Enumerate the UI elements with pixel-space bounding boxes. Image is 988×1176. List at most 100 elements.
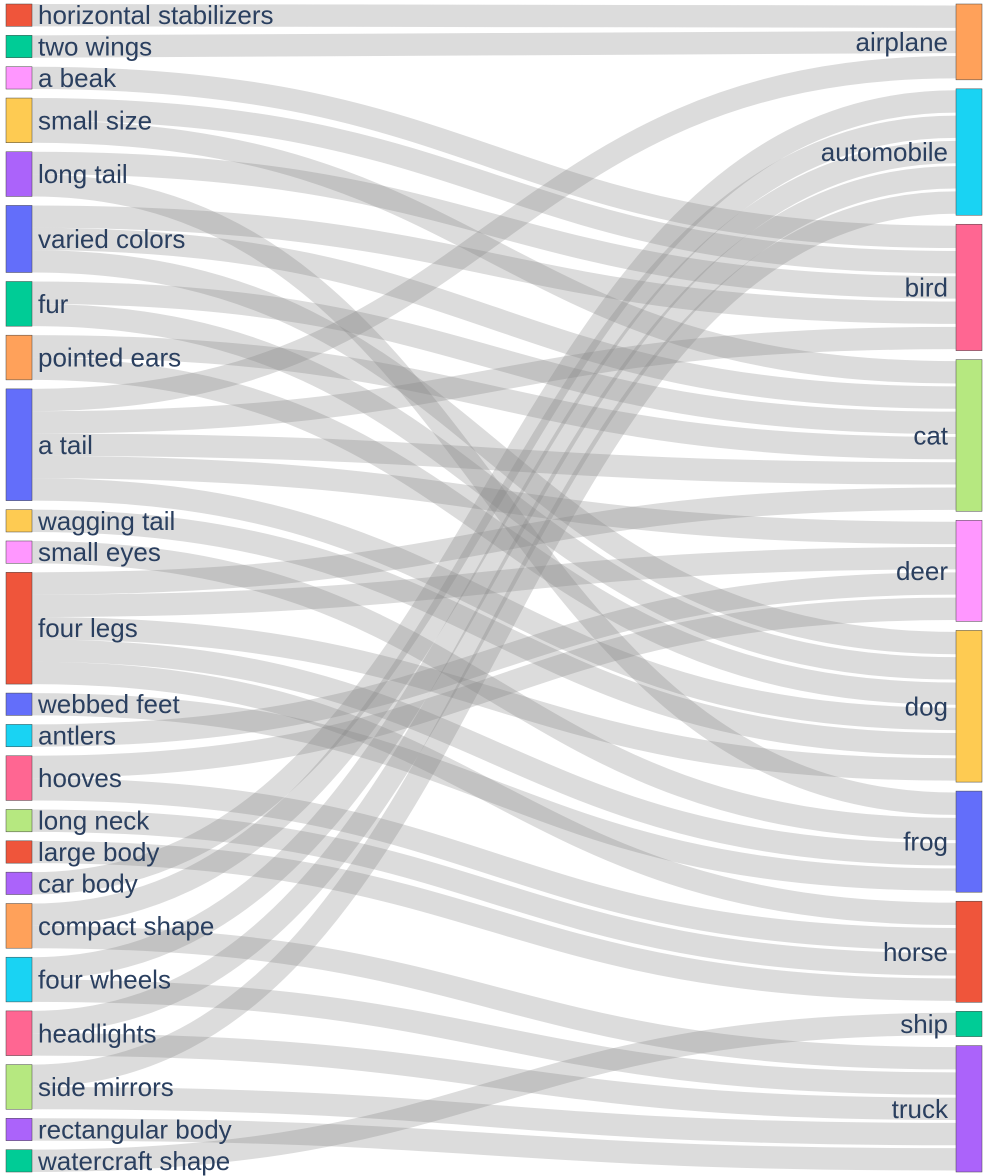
node-side-mirrors[interactable] — [5, 1064, 33, 1110]
link-varied-colors-to-cat — [31, 227, 957, 409]
link-long-neck-to-horse — [31, 809, 957, 976]
node-small-eyes[interactable] — [5, 540, 33, 564]
link-four-legs-to-dog — [31, 617, 957, 781]
label-small-size: small size — [38, 105, 152, 135]
node-long-neck[interactable] — [5, 809, 33, 833]
label-varied-colors: varied colors — [38, 224, 185, 254]
node-headlights[interactable] — [5, 1010, 33, 1056]
node-ship[interactable] — [955, 1011, 983, 1037]
node-four-wheels[interactable] — [5, 956, 33, 1003]
link-small-size-to-cat — [31, 120, 957, 384]
node-horse[interactable] — [955, 900, 983, 1003]
node-webbed-feet[interactable] — [5, 692, 33, 716]
link-pointed-ears-to-cat — [31, 335, 957, 460]
node-two-wings[interactable] — [5, 35, 33, 58]
node-four-legs[interactable] — [5, 572, 33, 685]
node-a-beak[interactable] — [5, 66, 33, 90]
label-dog: dog — [905, 691, 948, 721]
node-deer[interactable] — [955, 520, 983, 622]
link-small-eyes-to-frog — [31, 540, 957, 841]
link-fur-to-dog — [31, 303, 957, 680]
link-two-wings-to-airplane — [31, 30, 957, 58]
node-pointed-ears[interactable] — [5, 334, 33, 381]
node-antlers[interactable] — [5, 724, 33, 748]
label-compact-shape: compact shape — [38, 911, 214, 941]
link-headlights-to-automobile — [31, 166, 957, 1034]
node-a-tail[interactable] — [5, 388, 33, 501]
label-rectangular-body: rectangular body — [38, 1114, 232, 1144]
node-large-body[interactable] — [5, 840, 33, 864]
label-automobile: automobile — [821, 137, 948, 167]
link-a-tail-to-bird — [31, 326, 957, 434]
link-a-tail-to-deer — [31, 455, 957, 545]
node-dog[interactable] — [955, 630, 983, 783]
link-wagging-tail-to-dog — [31, 509, 957, 756]
link-compact-shape-to-truck — [31, 925, 957, 1070]
label-pointed-ears: pointed ears — [38, 343, 181, 373]
node-varied-colors[interactable] — [5, 205, 33, 273]
label-four-legs: four legs — [38, 613, 138, 643]
label-large-body: large body — [38, 837, 159, 867]
label-horizontal-stabilizers: horizontal stabilizers — [38, 0, 274, 30]
node-frog[interactable] — [955, 790, 983, 893]
node-truck[interactable] — [955, 1045, 983, 1173]
link-four-legs-to-frog — [31, 639, 957, 866]
node-fur[interactable] — [5, 281, 33, 327]
node-long-tail[interactable] — [5, 151, 33, 197]
link-long-tail-to-bird — [31, 151, 957, 299]
link-four-legs-to-cat — [31, 487, 957, 595]
label-two-wings: two wings — [38, 32, 152, 62]
link-varied-colors-to-dog — [31, 250, 957, 655]
label-side-mirrors: side mirrors — [38, 1072, 174, 1102]
link-pointed-ears-to-dog — [31, 357, 957, 705]
link-long-tail-to-frog — [31, 174, 957, 815]
node-wagging-tail[interactable] — [5, 509, 33, 533]
node-horizontal-stabilizers[interactable] — [5, 3, 33, 27]
label-fur: fur — [38, 289, 69, 319]
node-watercraft-shape[interactable] — [5, 1149, 33, 1173]
node-airplane[interactable] — [955, 3, 983, 81]
label-airplane: airplane — [855, 27, 948, 57]
link-headlights-to-truck — [31, 1033, 957, 1120]
link-hooves-to-horse — [31, 778, 957, 951]
node-compact-shape[interactable] — [5, 903, 33, 949]
label-truck: truck — [892, 1094, 949, 1124]
link-small-size-to-bird — [31, 98, 957, 274]
label-ship: ship — [900, 1009, 948, 1039]
link-car-body-to-automobile — [31, 90, 957, 895]
label-a-tail: a tail — [38, 430, 93, 460]
node-automobile[interactable] — [955, 88, 983, 216]
node-cat[interactable] — [955, 359, 983, 512]
link-watercraft-shape-to-ship — [31, 1012, 957, 1173]
label-deer: deer — [896, 556, 948, 586]
label-bird: bird — [905, 272, 948, 302]
node-bird[interactable] — [955, 223, 983, 351]
label-watercraft-shape: watercraft shape — [37, 1146, 230, 1176]
label-four-wheels: four wheels — [38, 965, 171, 995]
node-car-body[interactable] — [5, 871, 33, 895]
node-small-size[interactable] — [5, 97, 33, 143]
link-horizontal-stabilizers-to-airplane — [31, 4, 957, 28]
link-webbed-feet-to-frog — [31, 693, 957, 891]
label-horse: horse — [883, 937, 948, 967]
link-side-mirrors-to-automobile — [31, 191, 957, 1087]
node-rectangular-body[interactable] — [5, 1118, 33, 1141]
label-frog: frog — [903, 827, 948, 857]
sankey-links — [31, 4, 957, 1173]
label-small-eyes: small eyes — [38, 537, 161, 567]
link-a-tail-to-cat — [31, 433, 957, 485]
link-a-tail-to-airplane — [31, 56, 957, 412]
link-compact-shape-to-automobile — [31, 115, 957, 926]
link-hooves-to-deer — [31, 597, 957, 779]
link-a-tail-to-dog — [31, 478, 957, 731]
link-four-legs-to-horse — [31, 661, 957, 926]
label-long-neck: long neck — [38, 806, 150, 836]
label-headlights: headlights — [38, 1018, 157, 1048]
node-hooves[interactable] — [5, 755, 33, 801]
link-side-mirrors-to-truck — [31, 1086, 957, 1146]
link-four-wheels-to-automobile — [31, 140, 957, 980]
link-a-beak-to-bird — [31, 66, 957, 249]
link-antlers-to-deer — [31, 572, 957, 747]
